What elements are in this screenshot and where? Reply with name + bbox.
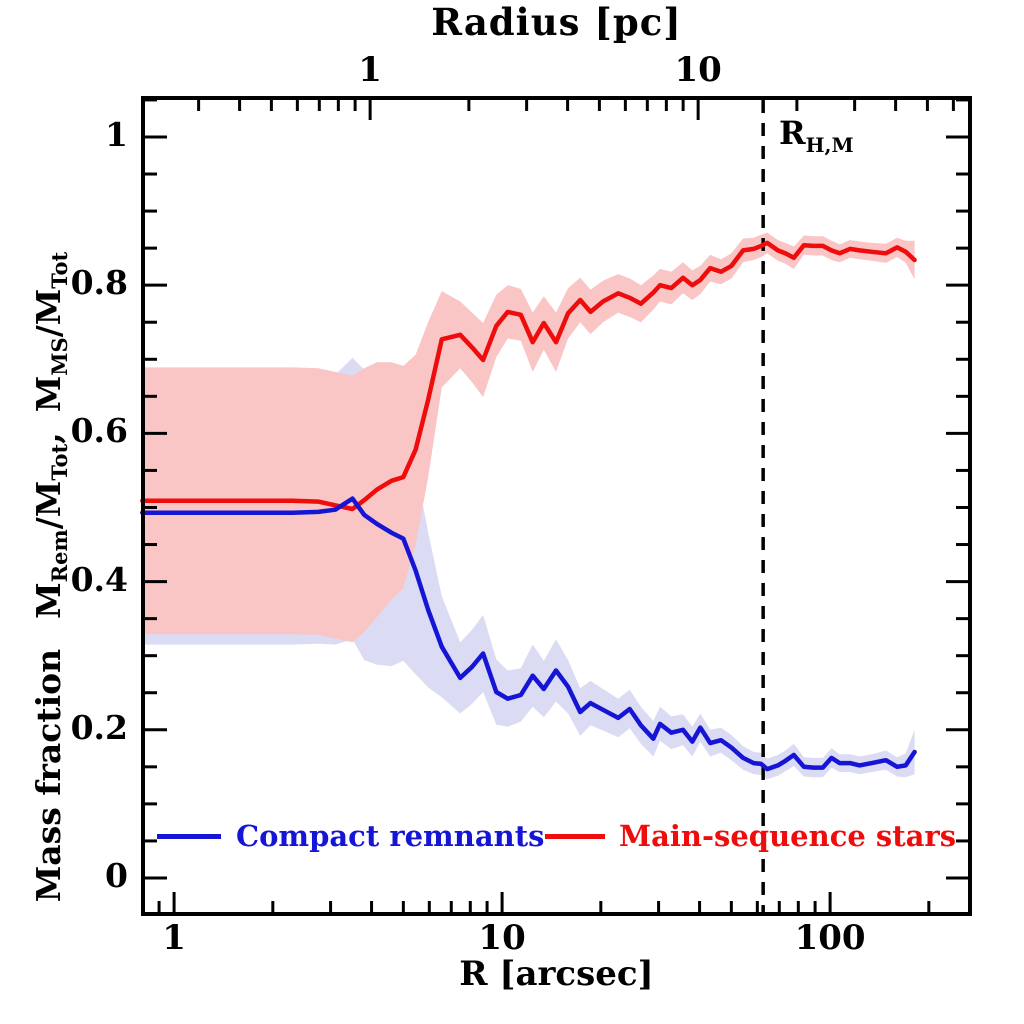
- compact-remnants-line: [140, 496, 917, 772]
- y-tick-label: 0: [105, 855, 128, 895]
- top-tick-label: 10: [674, 50, 722, 90]
- legend-label-compact-remnants: Compact remnants: [236, 819, 545, 853]
- x-axis-title: R [arcsec]: [459, 954, 654, 994]
- legend-label-main-sequence: Main-sequence stars: [619, 819, 957, 853]
- y-tick-label: 0.6: [70, 411, 128, 451]
- plot-frame: [141, 96, 972, 916]
- y-tick-label: 0.8: [70, 263, 128, 303]
- main-sequence-band: [142, 232, 915, 643]
- top-tick-label: 1: [358, 50, 382, 90]
- y-axis-title-term: /M: [29, 480, 68, 530]
- x-tick-label: 100: [794, 918, 866, 958]
- y-axis-title-subscript: MS: [47, 337, 72, 376]
- top-axis-title: Radius [pc]: [431, 0, 682, 44]
- legend-line-compact-remnants: [157, 834, 221, 839]
- half-mass-radius-label: RH,M: [779, 114, 854, 157]
- half-mass-radius-label-base: R: [779, 114, 806, 152]
- y-axis-title-term: M: [29, 375, 68, 413]
- legend-line-main-sequence: [545, 834, 605, 839]
- half-mass-radius-label-sub: H,M: [805, 133, 854, 157]
- x-tick-label: 1: [162, 918, 186, 958]
- x-tick-label: 10: [478, 918, 526, 958]
- y-tick-label: 0.4: [70, 559, 128, 599]
- y-tick-label: 1: [105, 114, 128, 154]
- main-sequence-stars-line: [140, 240, 917, 512]
- y-tick-label: 0.2: [70, 707, 128, 747]
